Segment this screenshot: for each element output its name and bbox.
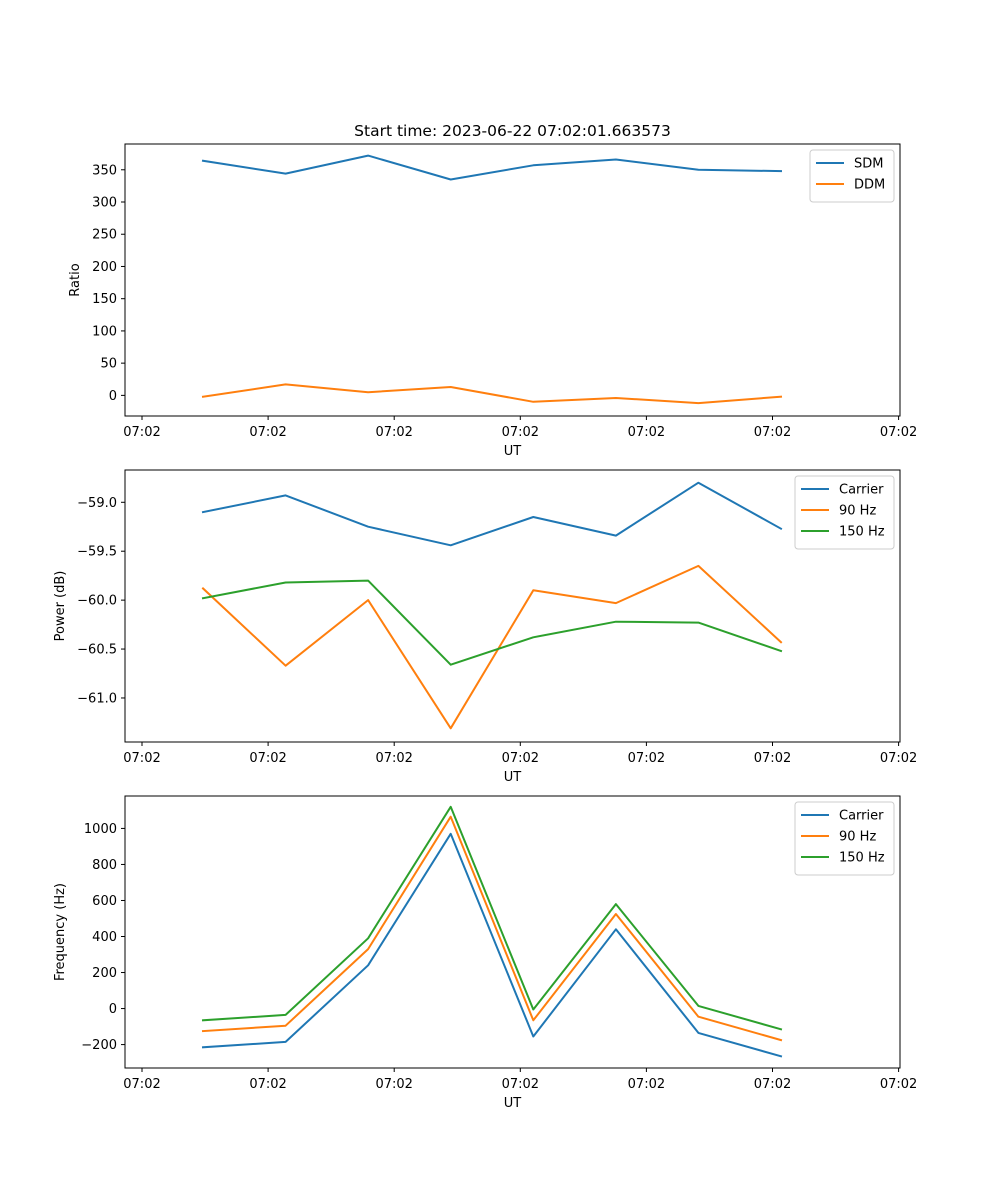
legend: Carrier 90 Hz 150 Hz	[794, 801, 895, 876]
y-tick-label: 100	[92, 324, 117, 339]
y-tick-label: 0	[109, 389, 117, 404]
legend-label: 150 Hz	[839, 525, 885, 540]
series-line-ddm	[201, 383, 783, 405]
series-line-90-hz	[201, 815, 783, 1042]
y-tick-label: 400	[92, 930, 117, 945]
x-tick-label: 07:02	[628, 425, 665, 440]
x-tick-label: 07:02	[628, 751, 665, 766]
plot-area-frame	[124, 143, 901, 417]
series-line-carrier	[201, 832, 783, 1058]
y-tick-label: 200	[92, 260, 117, 275]
x-tick-label: 07:02	[123, 751, 160, 766]
legend: Carrier 90 Hz 150 Hz	[794, 475, 895, 550]
y-tick-label: 0	[109, 1002, 117, 1017]
x-tick-label: 07:02	[123, 1077, 160, 1092]
chart-panel-3: 07:0207:0207:0207:0207:0207:0207:0207:03…	[53, 795, 917, 1111]
y-tick-label: 800	[92, 858, 117, 873]
legend-label: Carrier	[839, 483, 884, 498]
y-tick-label: 250	[92, 228, 117, 243]
y-tick-label: −61.0	[77, 691, 117, 706]
y-tick-label: 150	[92, 292, 117, 307]
chart-panel-2: 07:0207:0207:0207:0207:0207:0207:0207:03…	[53, 469, 917, 785]
legend-label: Carrier	[839, 809, 884, 824]
legend-label: 150 Hz	[839, 851, 885, 866]
y-axis-label: Frequency (Hz)	[53, 883, 68, 981]
y-tick-label: −59.0	[77, 496, 117, 511]
y-tick-label: 350	[92, 163, 117, 178]
x-tick-label: 07:02	[754, 751, 791, 766]
x-tick-label: 07:02	[123, 425, 160, 440]
y-axis-label: Ratio	[68, 263, 83, 296]
x-tick-label: 07:02	[375, 751, 412, 766]
x-axis-label: UT	[504, 1096, 522, 1111]
x-tick-label: 07:02	[375, 1077, 412, 1092]
x-tick-label: 07:02	[249, 751, 286, 766]
x-tick-label: 07:02	[249, 425, 286, 440]
x-tick-label: 07:02	[880, 1077, 917, 1092]
legend-label: SDM	[854, 157, 883, 172]
x-tick-label: 07:02	[502, 751, 539, 766]
x-tick-label: 07:02	[502, 1077, 539, 1092]
legend: SDM DDM	[809, 149, 895, 203]
x-tick-label: 07:02	[249, 1077, 286, 1092]
y-tick-label: −60.0	[77, 594, 117, 609]
plot-area-frame	[124, 469, 901, 743]
series-line-sdm	[201, 154, 783, 181]
legend-label: 90 Hz	[839, 504, 876, 519]
series-line-90-hz	[201, 564, 783, 730]
legend-label: DDM	[854, 178, 885, 193]
plot-area-frame	[124, 795, 901, 1069]
y-tick-label: 300	[92, 196, 117, 211]
x-tick-label: 07:02	[754, 425, 791, 440]
y-tick-label: 600	[92, 894, 117, 909]
series-line-carrier	[201, 481, 783, 547]
y-tick-label: 200	[92, 966, 117, 981]
series-line-150-hz	[201, 579, 783, 666]
x-tick-label: 07:02	[880, 425, 917, 440]
x-tick-label: 07:02	[375, 425, 412, 440]
y-tick-label: 1000	[84, 822, 117, 837]
y-axis-label: Power (dB)	[53, 571, 68, 642]
x-axis-label: UT	[504, 444, 522, 459]
x-tick-label: 07:02	[628, 1077, 665, 1092]
legend-label: 90 Hz	[839, 830, 876, 845]
series-line-150-hz	[201, 805, 783, 1031]
y-tick-label: 50	[100, 357, 117, 372]
y-tick-label: −60.5	[77, 643, 117, 658]
y-tick-label: −59.5	[77, 545, 117, 560]
x-tick-label: 07:02	[502, 425, 539, 440]
y-tick-label: −200	[81, 1038, 117, 1053]
x-axis-label: UT	[504, 770, 522, 785]
chart-title: Start time: 2023-06-22 07:02:01.663573	[354, 122, 671, 140]
x-tick-label: 07:02	[880, 751, 917, 766]
x-tick-label: 07:02	[754, 1077, 791, 1092]
chart-panel-1: Start time: 2023-06-22 07:02:01.663573 07…	[68, 122, 917, 459]
